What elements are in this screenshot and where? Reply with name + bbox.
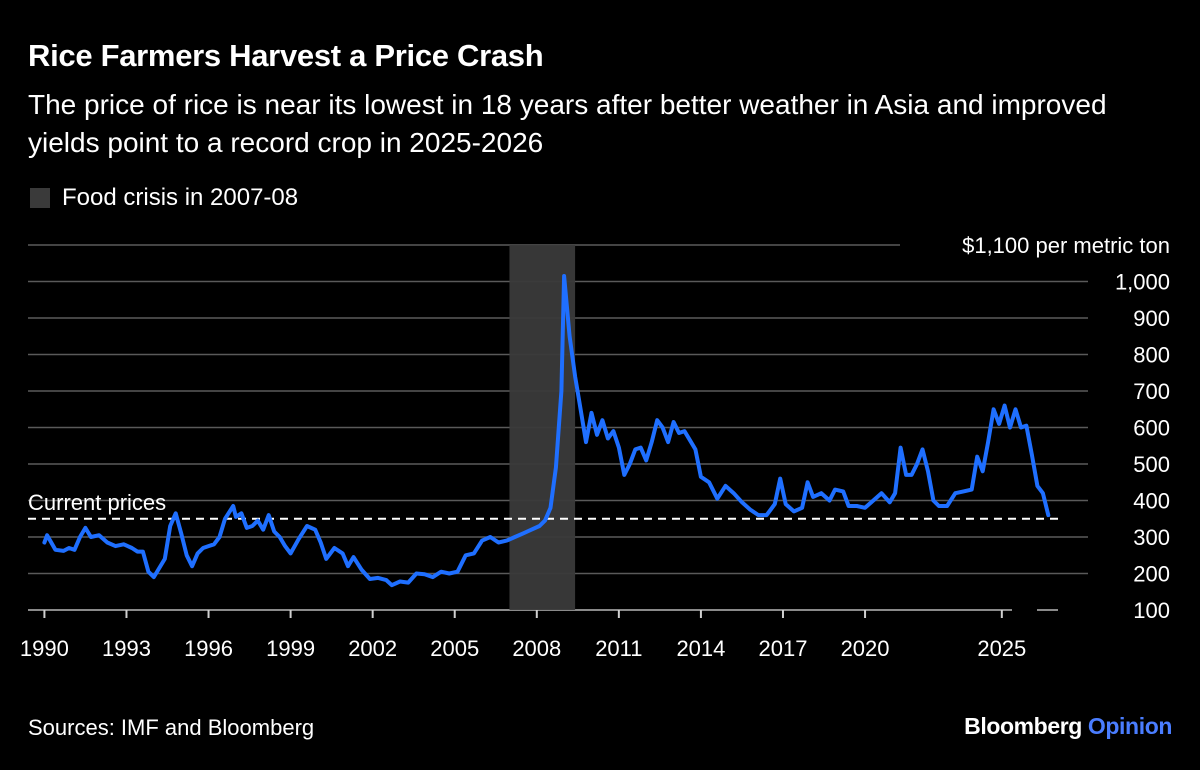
chart-title: Rice Farmers Harvest a Price Crash — [28, 38, 544, 73]
y-tick-label-300: 300 — [1133, 525, 1170, 550]
brand-accent: Opinion — [1087, 713, 1172, 739]
x-tick-label-2011: 2011 — [595, 636, 642, 661]
x-tick-label-2008: 2008 — [512, 636, 561, 661]
x-tick-label-2005: 2005 — [430, 636, 479, 661]
y-tick-label-900: 900 — [1133, 306, 1170, 331]
x-tick-label-1999: 1999 — [266, 636, 315, 661]
y-tick-label-1000: 1,000 — [1115, 270, 1170, 295]
y-tick-label-100: 100 — [1133, 598, 1170, 623]
y-tick-label-200: 200 — [1133, 562, 1170, 587]
y-tick-label-1100: $1,100 per metric ton — [962, 233, 1170, 258]
series-line-0 — [42, 274, 1051, 588]
current-price-label: Current prices — [28, 490, 166, 515]
y-tick-label-600: 600 — [1133, 416, 1170, 441]
chart-subtitle: The price of rice is near its lowest in … — [28, 89, 1107, 158]
x-tick-label-2020: 2020 — [841, 636, 890, 661]
y-tick-label-800: 800 — [1133, 343, 1170, 368]
x-tick-label-2025: 2025 — [977, 636, 1026, 661]
current-price-reference: Current prices — [28, 490, 1062, 520]
legend: Food crisis in 2007-08 — [30, 184, 298, 212]
x-tick-label-1990: 1990 — [20, 636, 69, 661]
source-note: Sources: IMF and Bloomberg — [28, 715, 315, 740]
y-tick-label-400: 400 — [1133, 489, 1170, 514]
legend-swatch — [30, 188, 50, 208]
x-axis: 1990 1993 1996 1999 2002 2005 2008 2011 2014 2017… — [20, 610, 1026, 661]
x-tick-label-2002: 2002 — [348, 636, 397, 661]
x-tick-label-2014: 2014 — [676, 636, 725, 661]
y-tick-label-500: 500 — [1133, 452, 1170, 477]
y-axis: 100 200 300 400 500 600 700 800 900 1,000 $1,100 p… — [962, 233, 1170, 623]
x-tick-label-1993: 1993 — [102, 636, 151, 661]
legend-label: Food crisis in 2007-08 — [62, 184, 299, 211]
brand-main: Bloomberg — [964, 713, 1082, 739]
y-tick-label-700: 700 — [1133, 379, 1170, 404]
price-series — [42, 274, 1051, 588]
x-tick-label-2017: 2017 — [759, 636, 808, 661]
x-tick-label-1996: 1996 — [184, 636, 233, 661]
brand-logo: Bloomberg Opinion — [964, 713, 1172, 740]
